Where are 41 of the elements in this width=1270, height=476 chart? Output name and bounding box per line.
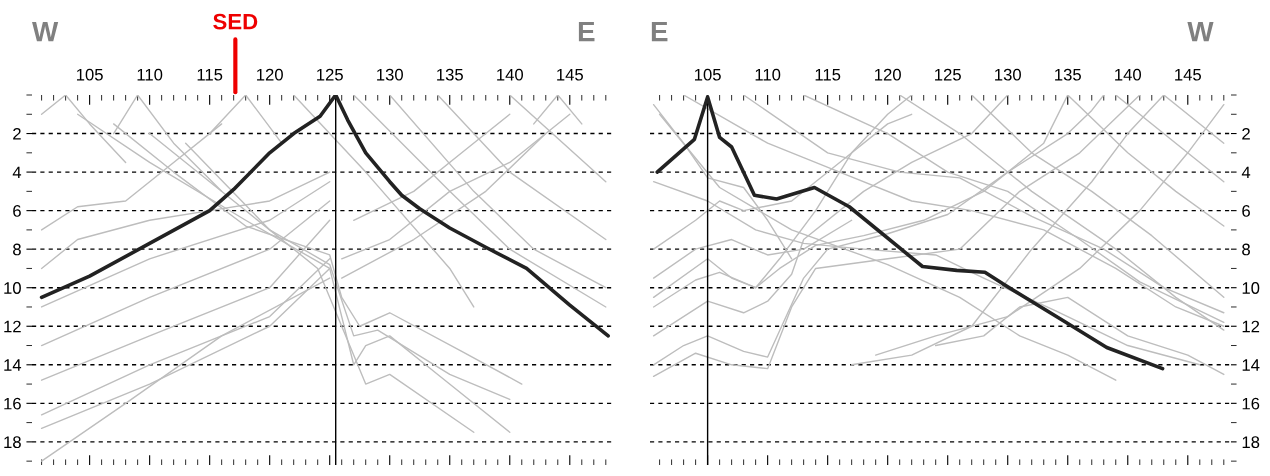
text: E xyxy=(578,22,595,42)
text: W xyxy=(32,22,59,42)
y-tick-label: 6 xyxy=(13,205,21,217)
y-tick-label: 2 xyxy=(13,127,21,140)
x-tick-label: 135 xyxy=(437,68,463,81)
y-tick-label: 6 xyxy=(1242,205,1250,217)
x-tick-label: 130 xyxy=(377,68,403,81)
y-tick-label: 14 xyxy=(4,359,22,371)
y-tick-label: 12 xyxy=(1242,320,1260,333)
x-tick-label: 105 xyxy=(694,68,721,81)
x-tick-label: 140 xyxy=(497,68,524,81)
x-tick-label: 110 xyxy=(137,68,163,81)
y-tick-label: 12 xyxy=(4,320,21,333)
x-tick-label: 110 xyxy=(755,68,781,81)
y-tick-label: 16 xyxy=(1242,397,1260,410)
x-tick-label: 130 xyxy=(995,68,1021,81)
x-tick-label: 145 xyxy=(557,68,583,81)
y-tick-label: 4 xyxy=(12,166,22,179)
y-tick-label: 14 xyxy=(1242,359,1260,371)
y-tick-label: 10 xyxy=(4,282,21,294)
x-tick-label: 115 xyxy=(197,68,223,81)
x-tick-label: 120 xyxy=(875,68,901,81)
x-tick-label: 135 xyxy=(1055,68,1081,81)
x-tick-label: 125 xyxy=(317,68,343,81)
y-tick-label: 8 xyxy=(1242,243,1250,256)
x-tick-label: 145 xyxy=(1175,68,1201,81)
y-tick-label: 18 xyxy=(4,436,21,449)
y-tick-label: 4 xyxy=(1241,166,1251,179)
y-tick-label: 8 xyxy=(13,243,21,256)
x-tick-label: 125 xyxy=(935,68,961,81)
x-tick-label: 120 xyxy=(257,68,283,81)
y-tick-label: 2 xyxy=(1242,127,1250,140)
text: SED xyxy=(213,13,258,30)
text: E xyxy=(651,22,668,42)
y-tick-label: 10 xyxy=(1242,282,1260,294)
y-tick-label: 18 xyxy=(1242,436,1260,449)
x-tick-label: 140 xyxy=(1115,68,1142,81)
x-tick-label: 105 xyxy=(76,68,103,81)
text: W xyxy=(1187,22,1214,42)
y-tick-label: 16 xyxy=(4,397,21,410)
x-tick-label: 115 xyxy=(815,68,841,81)
